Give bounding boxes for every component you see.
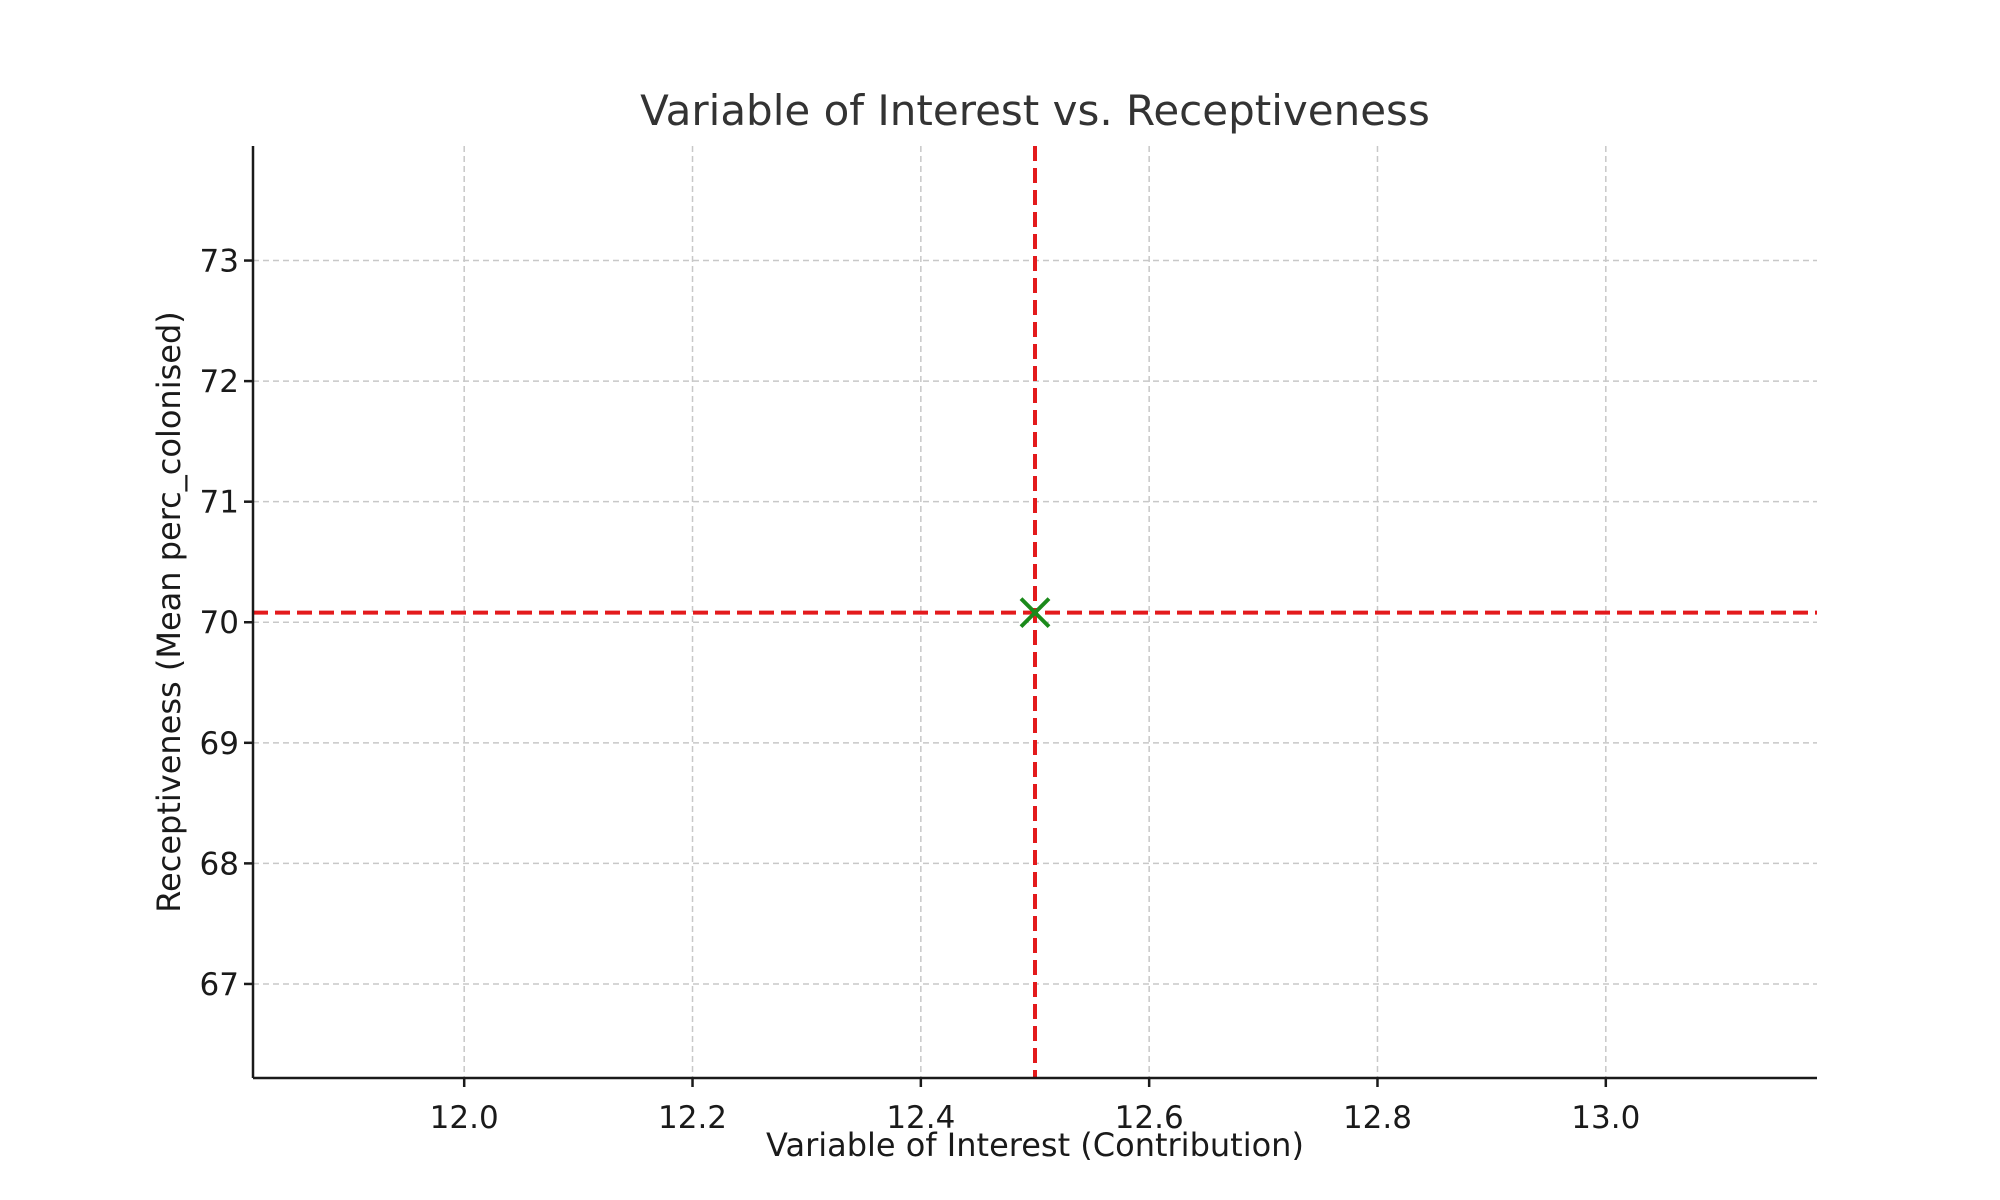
y-tick-label: 71 <box>200 485 239 521</box>
x-tick-label: 13.0 <box>1571 1100 1640 1136</box>
y-tick-label: 68 <box>200 846 239 882</box>
x-tick-label: 12.2 <box>658 1100 727 1136</box>
y-tick-label: 72 <box>200 364 239 400</box>
y-tick-label: 69 <box>200 726 239 762</box>
data-point-marker <box>1019 597 1051 629</box>
data-points <box>1019 597 1051 629</box>
marker-stroke <box>1019 597 1051 629</box>
x-tick-label: 12.8 <box>1343 1100 1412 1136</box>
y-tick-label: 67 <box>200 967 239 1003</box>
y-axis-label: Receptiveness (Mean perc_colonised) <box>150 311 188 912</box>
x-tick-label: 12.4 <box>886 1100 955 1136</box>
y-tick-label: 70 <box>200 605 239 641</box>
x-axis-label: Variable of Interest (Contribution) <box>766 1126 1304 1164</box>
x-tick-label: 12.6 <box>1115 1100 1184 1136</box>
x-tick-label: 12.0 <box>430 1100 499 1136</box>
y-tick-label: 73 <box>200 244 239 280</box>
chart-title: Variable of Interest vs. Receptiveness <box>640 86 1430 135</box>
tick-layer: 12.0 12.2 12.4 12.6 12.8 13.0 67 68 69 70 71 72 73 <box>200 244 1641 1136</box>
axes <box>251 146 1817 1080</box>
